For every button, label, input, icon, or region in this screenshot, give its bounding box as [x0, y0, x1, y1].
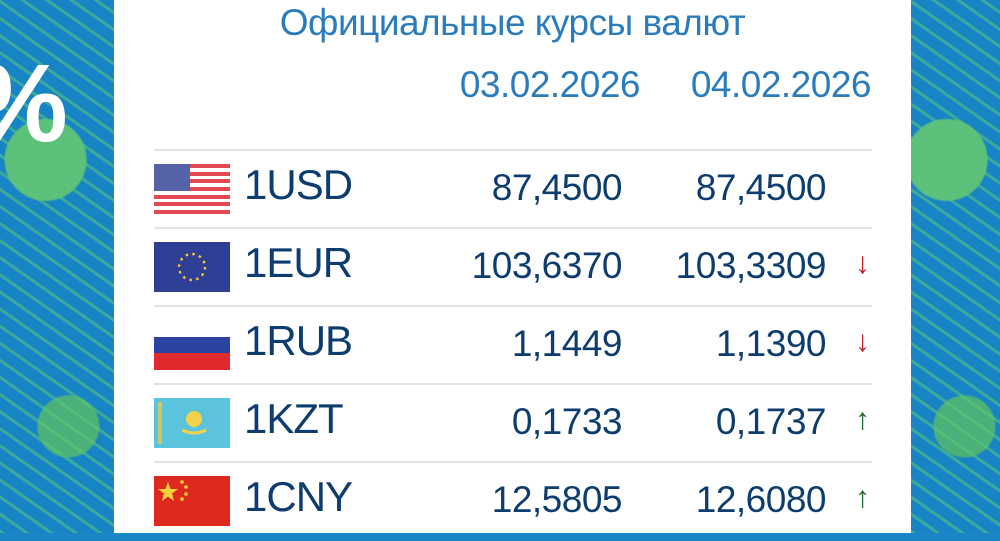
ru-flag-icon	[154, 320, 230, 370]
kz-flag-icon	[154, 398, 230, 448]
currency-code: 1CNY	[244, 473, 353, 520]
cn-flag-icon	[154, 476, 230, 526]
rate-current: 0,1737	[715, 401, 827, 442]
date-header-current: 04.02.2026	[690, 64, 872, 105]
rate-row-rub: 1RUB 1,1449 1,1390 ↓	[154, 305, 872, 385]
rate-row-kzt: 1KZT 0,1733 0,1737 ↑	[154, 383, 872, 463]
rate-current: 87,4500	[695, 167, 827, 208]
currency-code: 1EUR	[244, 239, 353, 286]
rate-previous: 87,4500	[491, 167, 623, 208]
rate-current: 1,1390	[715, 323, 827, 364]
us-flag-icon	[154, 164, 230, 214]
rate-previous: 12,5805	[491, 479, 623, 520]
rate-previous: 103,6370	[471, 245, 623, 286]
background-pattern-left: %	[0, 0, 114, 533]
rate-row-cny: 1CNY 12,5805 12,6080 ↑	[154, 461, 872, 541]
rate-current: 12,6080	[695, 479, 827, 520]
rate-current: 103,3309	[675, 245, 827, 286]
arrow-up-icon: ↑	[855, 403, 870, 436]
arrow-down-icon: ↓	[855, 325, 870, 358]
currency-code: 1KZT	[244, 395, 344, 442]
rate-row-usd: 1USD 87,4500 87,4500	[154, 149, 872, 229]
date-header-previous: 03.02.2026	[459, 64, 641, 105]
arrow-down-icon: ↓	[855, 247, 870, 280]
rate-previous: 0,1733	[511, 401, 623, 442]
currency-code: 1RUB	[244, 317, 353, 364]
percent-symbol: %	[0, 40, 68, 167]
background-pattern-right	[911, 0, 1000, 533]
eu-flag-icon	[154, 242, 230, 292]
exchange-rates-panel: Официальные курсы валют 03.02.2026 04.02…	[114, 0, 911, 533]
rate-row-eur: 1EUR 103,6370 103,3309 ↓	[154, 227, 872, 307]
page-title: Официальные курсы валют	[279, 2, 746, 43]
arrow-up-icon: ↑	[855, 481, 870, 514]
currency-code: 1USD	[244, 161, 353, 208]
rate-previous: 1,1449	[511, 323, 623, 364]
